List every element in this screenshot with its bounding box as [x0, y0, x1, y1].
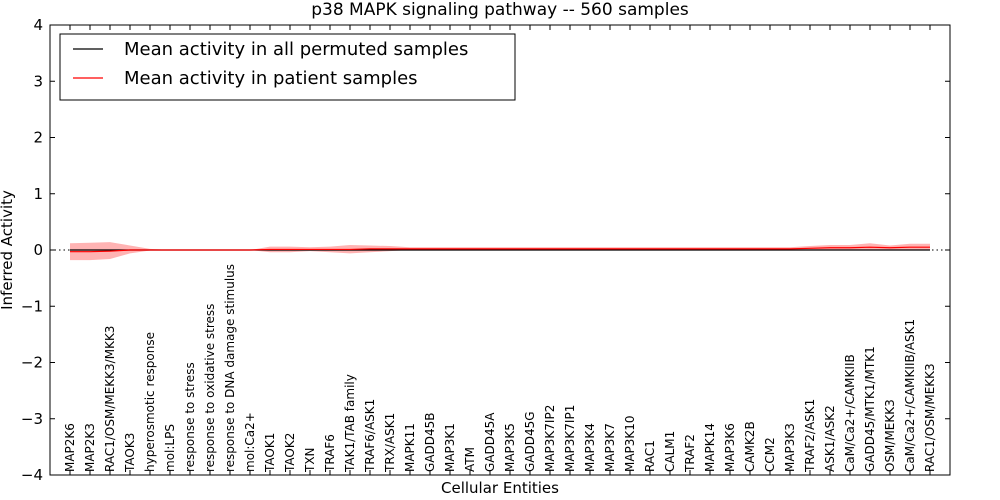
- x-tick-label: MAP2K3: [83, 423, 97, 472]
- legend-box: [59, 33, 516, 101]
- x-tick-label: ATM: [463, 447, 477, 472]
- x-tick-label: response to oxidative stress: [203, 304, 217, 472]
- x-tick-label: CALM1: [663, 431, 677, 472]
- x-tick-label: RAC1: [643, 440, 657, 472]
- x-tick-label: MAP3K5: [503, 423, 517, 472]
- x-tick-label: TRAF2: [683, 434, 697, 473]
- y-tick-label: 1: [33, 185, 43, 203]
- y-tick-label: 0: [33, 241, 43, 259]
- x-tick-label: GADD45G: [523, 411, 537, 472]
- legend: Mean activity in all permuted samples Mea…: [59, 33, 516, 101]
- y-tick-label: −3: [21, 410, 43, 428]
- x-tick-label: MAP2K6: [63, 423, 77, 472]
- x-tick-label: CCM2: [763, 437, 777, 472]
- legend-label-patient: Mean activity in patient samples: [124, 68, 418, 89]
- y-axis-label: Inferred Activity: [0, 190, 16, 310]
- x-tick-label: TXN: [303, 447, 317, 473]
- x-tick-label: MAP3K7IP2: [543, 405, 557, 472]
- x-tick-label: GADD45/MTK1/MTK1: [863, 346, 877, 472]
- plot-area: [50, 242, 950, 261]
- x-tick-label: MAP3K3: [783, 423, 797, 472]
- patient-confidence-band: [70, 242, 930, 261]
- y-tick-label: 3: [33, 72, 43, 90]
- chart-title: p38 MAPK signaling pathway -- 560 sample…: [311, 0, 689, 20]
- x-tick-label: TAOK3: [123, 433, 137, 473]
- x-tick-label: TRX/ASK1: [383, 413, 397, 473]
- x-tick-label: MAP3K10: [623, 415, 637, 472]
- x-tick-label: response to DNA damage stimulus: [223, 264, 237, 472]
- x-tick-label: TRAF2/ASK1: [803, 399, 817, 473]
- x-tick-label: TRAF6/ASK1: [363, 399, 377, 473]
- x-tick-label: response to stress: [183, 362, 197, 472]
- x-tick-label: MAP3K7IP1: [563, 405, 577, 472]
- x-tick-label: OSM/MEKK3: [883, 399, 897, 472]
- y-tick-label: −1: [21, 297, 43, 315]
- x-tick-label: GADD45B: [423, 413, 437, 473]
- x-tick-label: mol:LPS: [163, 424, 177, 472]
- x-tick-label: TAOK2: [283, 433, 297, 473]
- series-line-patient: [70, 246, 930, 253]
- x-tick-label: CaM/Ca2+/CAMKIIB/ASK1: [903, 319, 917, 472]
- x-tick-label: mol:Ca2+: [243, 412, 257, 472]
- x-tick-label: RAC1/OSM/MEKK3/MKK3: [103, 326, 117, 472]
- x-tick-label: hyperosmotic response: [143, 332, 157, 472]
- y-tick-label: −4: [21, 466, 43, 484]
- legend-label-permuted: Mean activity in all permuted samples: [124, 39, 468, 60]
- y-tick-label: 4: [33, 16, 43, 34]
- x-tick-label: MAP3K4: [583, 423, 597, 472]
- x-tick-label: TAK1/TAB family: [343, 374, 357, 473]
- x-tick-label: TAOK1: [263, 433, 277, 473]
- y-tick-label: 2: [33, 129, 43, 147]
- x-tick-label: RAC1/OSM/MEKK3: [923, 363, 937, 472]
- x-tick-label: CaM/Ca2+/CAMKIIB: [843, 354, 857, 472]
- x-axis-label: Cellular Entities: [441, 479, 559, 497]
- x-tick-label: MAP3K7: [603, 423, 617, 472]
- x-axis: MAP2K6 MAP2K3 RAC1/OSM/MEKK3/MKK3 TAOK3 hype…: [63, 25, 937, 475]
- x-tick-label: TRAF6: [323, 434, 337, 473]
- x-tick-label: GADD45A: [483, 412, 497, 472]
- x-tick-label: CAMK2B: [743, 421, 757, 472]
- x-tick-label: ASK1/ASK2: [823, 405, 837, 472]
- x-tick-label: MAPK14: [703, 423, 717, 472]
- x-tick-label: MAPK11: [403, 423, 417, 472]
- y-axis: −4 −3 −2 −1 0 1 2 3 4: [21, 16, 950, 484]
- x-tick-label: MAP3K1: [443, 423, 457, 472]
- y-tick-label: −2: [21, 354, 43, 372]
- x-tick-label: MAP3K6: [723, 423, 737, 472]
